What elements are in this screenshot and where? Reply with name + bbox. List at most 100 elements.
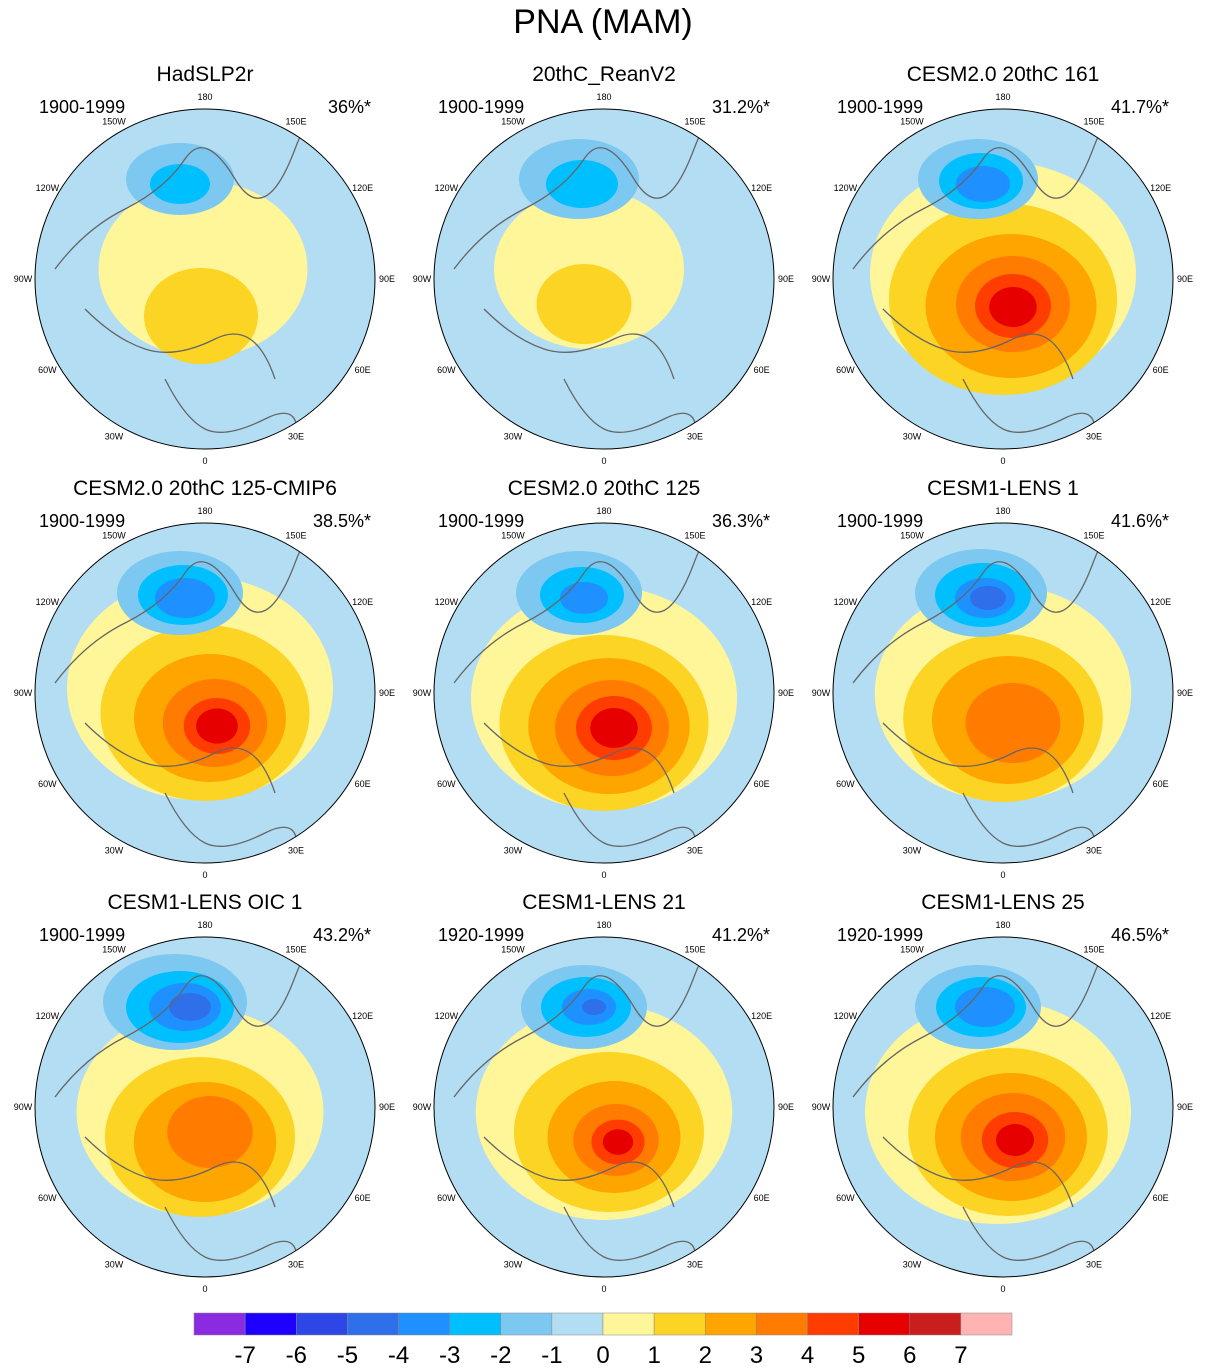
longitude-label: 150E (684, 944, 705, 954)
longitude-label: 150E (684, 530, 705, 540)
longitude-label: 60W (437, 779, 456, 789)
longitude-label: 0 (601, 456, 606, 464)
longitude-label: 60E (355, 365, 371, 375)
positive-anomaly-contour (996, 1124, 1034, 1156)
colorbar-tick-label: -3 (439, 1342, 460, 1369)
longitude-label: 30W (903, 1260, 922, 1270)
longitude-label: 120E (1150, 1011, 1171, 1021)
panel-variance-pct: 31.2%* (711, 97, 770, 117)
polar-map: 180 150E 120E 90E 60E 30E 0 30W 60W 90W 120W 150W (413, 92, 794, 464)
longitude-label: 90W (812, 688, 831, 698)
positive-anomaly-contour (602, 1129, 634, 1155)
longitude-label: 90E (379, 688, 395, 698)
longitude-label: 0 (601, 1284, 606, 1292)
longitude-label: 150W (501, 116, 525, 126)
longitude-label: 150W (501, 530, 525, 540)
longitude-label: 180 (596, 920, 611, 930)
map-panel-grid: HadSLP2r 1900-1999 36%* 180 150E 120E 90E 60E 30… (5, 62, 1203, 1295)
panel-period: 1900-1999 (39, 511, 126, 531)
positive-anomaly-contour (989, 287, 1037, 327)
longitude-label: 30E (687, 432, 703, 442)
longitude-label: 180 (995, 92, 1010, 102)
negative-anomaly-contour (546, 160, 618, 208)
colorbar-swatch (602, 1312, 655, 1336)
panel-title: CESM1-LENS 25 (921, 891, 1085, 914)
longitude-label: 120W (36, 1011, 60, 1021)
map-panel: CESM1-LENS 1 1900-1999 41.6%* 180 150E 120E 90… (803, 476, 1203, 881)
longitude-label: 90E (379, 274, 395, 284)
panel-title: CESM2.0 20thC 125 (507, 477, 701, 500)
map-panel: CESM2.0 20thC 125-CMIP6 1900-1999 38.5%* 18… (5, 476, 405, 881)
longitude-label: 150E (285, 944, 306, 954)
longitude-label: 90W (14, 688, 33, 698)
colorbar-swatch (500, 1312, 553, 1336)
panel-variance-pct: 36.3%* (711, 511, 770, 531)
panel-period: 1900-1999 (39, 97, 126, 117)
longitude-label: 30E (1086, 846, 1102, 856)
panel-title: HadSLP2r (156, 63, 254, 86)
map-boundary (832, 108, 1174, 450)
longitude-label: 30W (105, 846, 124, 856)
map-boundary (433, 936, 775, 1278)
longitude-label: 150E (684, 116, 705, 126)
polar-map: 180 150E 120E 90E 60E 30E 0 30W 60W 90W 120W 150W (14, 92, 395, 464)
longitude-label: 30W (903, 432, 922, 442)
map-panel: 20thC_ReanV2 1900-1999 31.2%* 180 150E 120E 90… (404, 62, 804, 467)
negative-anomaly-contour (955, 987, 1015, 1027)
longitude-label: 120W (435, 597, 459, 607)
colorbar-tick-label: 3 (750, 1342, 763, 1369)
longitude-label: 0 (1000, 870, 1005, 878)
longitude-label: 90W (413, 688, 432, 698)
longitude-label: 120E (352, 597, 373, 607)
longitude-label: 150W (900, 944, 924, 954)
panel-variance-pct: 41.6%* (1110, 511, 1169, 531)
longitude-label: 120E (751, 183, 772, 193)
longitude-label: 60W (836, 779, 855, 789)
polar-map: 180 150E 120E 90E 60E 30E 0 30W 60W 90W 120W 150W (812, 920, 1193, 1292)
map-boundary (433, 522, 775, 864)
longitude-label: 0 (202, 870, 207, 878)
colorbar-tick-label: -4 (388, 1342, 409, 1369)
longitude-label: 90W (413, 1102, 432, 1112)
longitude-label: 120E (352, 183, 373, 193)
colorbar-swatch (909, 1312, 962, 1336)
colorbar-tick-label: 6 (903, 1342, 916, 1369)
panel-variance-pct: 41.2%* (711, 925, 770, 945)
colorbar-swatch (756, 1312, 808, 1336)
longitude-label: 60E (1153, 779, 1169, 789)
longitude-label: 120W (435, 183, 459, 193)
map-boundary (832, 522, 1174, 864)
colorbar-tick-label: 5 (852, 1342, 865, 1369)
longitude-label: 120W (834, 597, 858, 607)
longitude-label: 150W (900, 530, 924, 540)
colorbar-swatch (858, 1312, 910, 1336)
map-boundary (433, 108, 775, 450)
panel-title: 20thC_ReanV2 (532, 63, 676, 86)
longitude-label: 150E (1083, 116, 1104, 126)
positive-anomaly-contour (965, 683, 1061, 763)
longitude-label: 120E (352, 1011, 373, 1021)
longitude-label: 30E (288, 846, 304, 856)
polar-map: 180 150E 120E 90E 60E 30E 0 30W 60W 90W 120W 150W (812, 92, 1193, 464)
longitude-label: 150W (102, 530, 126, 540)
colorbar-swatch (296, 1312, 348, 1336)
colorbar-swatch (551, 1312, 604, 1336)
longitude-label: 60E (754, 779, 770, 789)
longitude-label: 120W (36, 183, 60, 193)
longitude-label: 90W (812, 274, 831, 284)
longitude-label: 90E (778, 688, 794, 698)
panel-variance-pct: 38.5%* (312, 511, 371, 531)
negative-anomaly-contour (560, 582, 608, 614)
panel-variance-pct: 43.2%* (312, 925, 371, 945)
longitude-label: 30E (288, 1260, 304, 1270)
colorbar-swatch (807, 1312, 859, 1336)
longitude-label: 60E (355, 1193, 371, 1203)
positive-anomaly-contour (590, 708, 638, 748)
panel-title: CESM1-LENS 21 (522, 891, 686, 914)
longitude-label: 90E (1177, 274, 1193, 284)
map-panel: CESM1-LENS OIC 1 1900-1999 43.2%* 180 150E 12… (5, 890, 405, 1295)
longitude-label: 30W (105, 1260, 124, 1270)
longitude-label: 60W (836, 365, 855, 375)
longitude-label: 90E (778, 1102, 794, 1112)
longitude-label: 120W (36, 597, 60, 607)
